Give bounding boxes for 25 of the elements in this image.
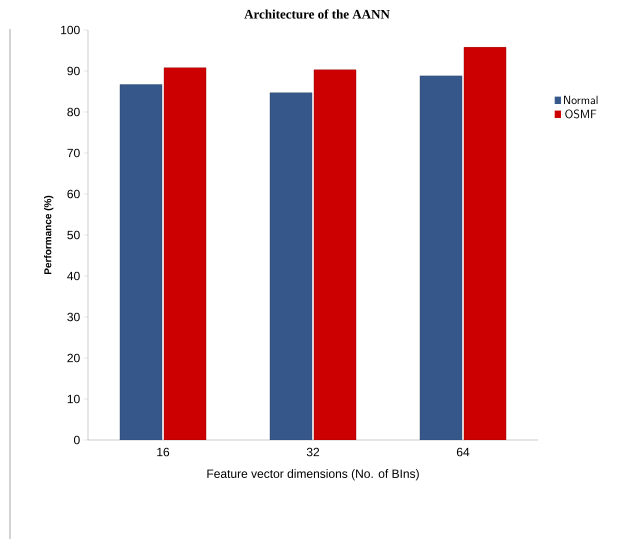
x-tick-label: 32: [306, 448, 320, 456]
y-tick-label: 90: [67, 66, 80, 76]
y-tick-label: 10: [68, 394, 80, 404]
y-tick-label: 30: [67, 312, 80, 322]
chart-title: Architecture of the AANN: [244, 9, 390, 19]
bar: [420, 76, 462, 440]
y-tick-label: 60: [67, 190, 80, 198]
y-tick-label: 70: [67, 148, 80, 158]
x-tick-label: 16: [157, 448, 170, 456]
legend-label: Normal: [564, 96, 598, 104]
bar: [314, 70, 356, 440]
bar: [270, 92, 312, 440]
y-tick-label: 100: [61, 26, 80, 34]
y-tick-label: 50: [67, 230, 80, 240]
y-tick-label: 0: [74, 436, 80, 444]
y-tick-label: 40: [67, 272, 80, 280]
bar: [464, 47, 506, 440]
bar: [164, 68, 206, 440]
x-tick-label: 64: [456, 448, 470, 456]
y-axis-title: Performance (%): [44, 196, 54, 274]
bar: [120, 84, 162, 440]
y-tick-label: 20: [67, 354, 80, 362]
legend-label: OSMF: [565, 110, 596, 118]
y-tick-label: 80: [67, 108, 80, 116]
x-axis-title: Feature vector dimensions (No. of BIns): [207, 469, 419, 480]
